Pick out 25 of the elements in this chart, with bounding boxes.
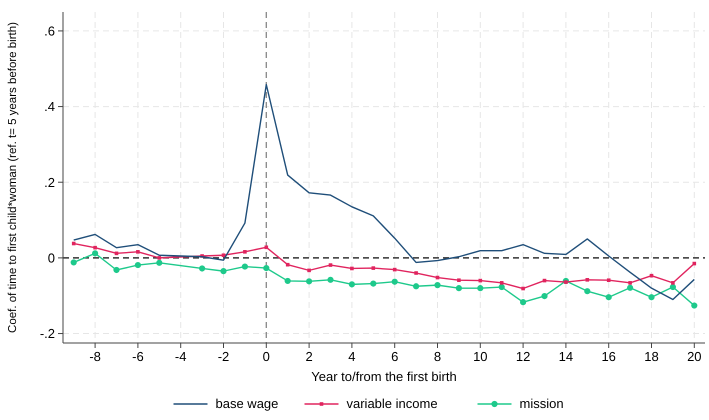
y-tick-label: .2 [44,174,55,190]
legend-label: variable income [346,396,438,411]
x-tick-label: 12 [516,349,530,364]
x-tick-label: -2 [218,349,230,364]
y-tick-label: .4 [44,99,55,114]
x-tick-label: -6 [132,349,144,364]
x-tick-label: -4 [174,349,186,364]
x-tick-label: 8 [434,349,442,364]
x-tick-label: 18 [644,349,659,364]
legend-label: mission [520,396,564,411]
y-tick-label: -.2 [40,326,55,342]
x-tick-label: 20 [687,349,702,364]
x-tick-label: 2 [305,349,313,364]
x-tick-label: -8 [89,349,101,364]
x-tick-label: 14 [558,349,574,364]
x-tick-label: 4 [348,349,356,364]
x-axis-title: Year to/from the first birth [311,369,457,384]
x-tick-label: 10 [473,349,488,364]
x-tick-label: 16 [601,349,616,364]
x-tick-label: 0 [262,349,270,364]
y-tick-label: 0 [48,250,55,266]
x-tick-label: 6 [391,349,398,364]
legend-label: base wage [216,396,278,411]
y-tick-label: .6 [44,23,55,38]
y-axis-title: Coef. of time to first child*woman (ref. t= 5 years before birth) [7,22,19,333]
